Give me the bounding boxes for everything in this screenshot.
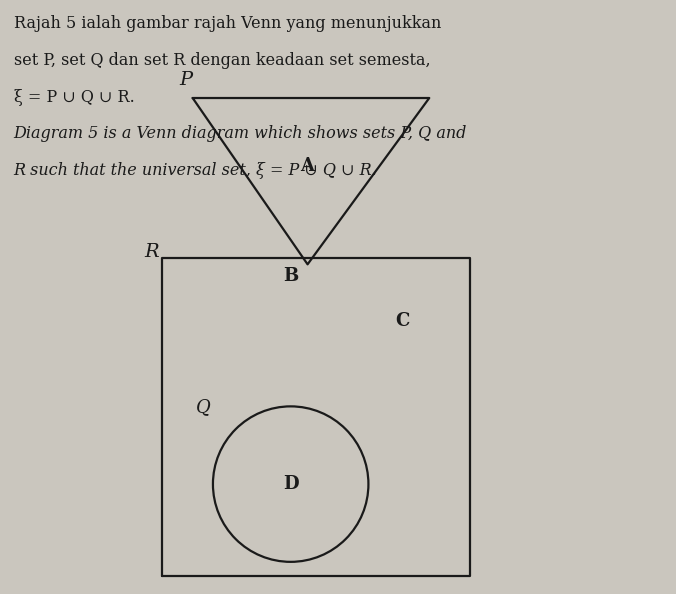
Text: Q: Q: [195, 398, 210, 416]
Text: P: P: [179, 71, 193, 89]
Text: R such that the universal set, ξ = P ∪ Q ∪ R.: R such that the universal set, ξ = P ∪ Q…: [14, 162, 377, 179]
Text: Diagram 5 is a Venn diagram which shows sets P, Q and: Diagram 5 is a Venn diagram which shows …: [14, 125, 467, 143]
Text: C: C: [395, 312, 410, 330]
Text: set P, set Q dan set R dengan keadaan set semesta,: set P, set Q dan set R dengan keadaan se…: [14, 52, 430, 69]
Text: B: B: [283, 267, 298, 285]
Text: ξ = P ∪ Q ∪ R.: ξ = P ∪ Q ∪ R.: [14, 89, 135, 106]
Text: A: A: [301, 157, 314, 175]
Text: R: R: [145, 244, 160, 261]
Text: D: D: [283, 475, 299, 493]
Text: Rajah 5 ialah gambar rajah Venn yang menunjukkan: Rajah 5 ialah gambar rajah Venn yang men…: [14, 15, 441, 32]
